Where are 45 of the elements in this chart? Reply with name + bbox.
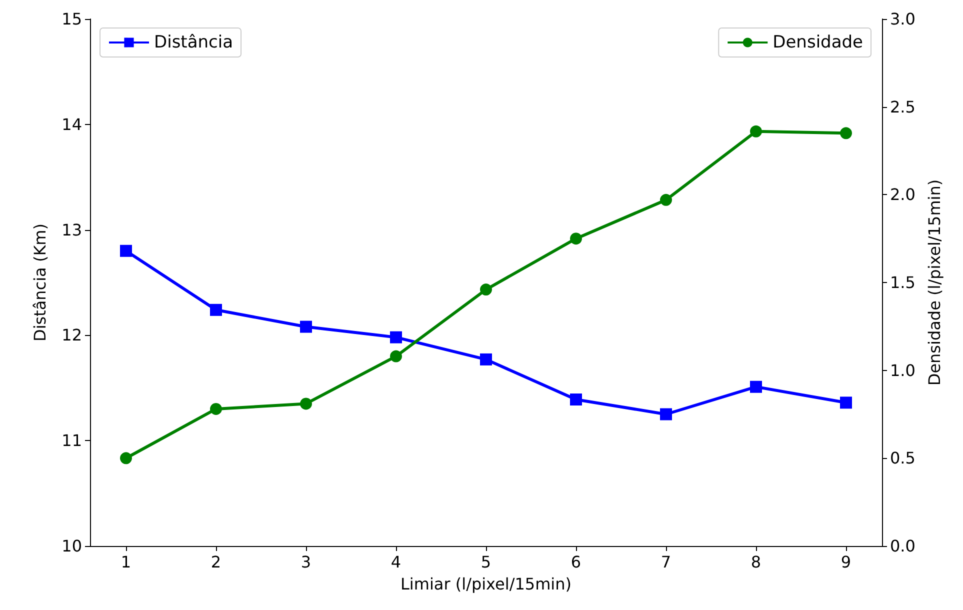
legend-label: Densidade <box>772 32 864 52</box>
point <box>390 350 402 362</box>
point <box>570 393 582 406</box>
y2-tick-label: 1.5 <box>890 273 916 292</box>
x-tick-label: 4 <box>390 552 402 572</box>
y2-tick-label: 0.5 <box>890 448 916 468</box>
point <box>660 194 672 206</box>
x-axis-title: Limiar (l/pixel/15min) <box>400 574 572 594</box>
point <box>840 396 852 409</box>
point <box>750 380 762 393</box>
point <box>840 127 852 140</box>
point <box>750 125 762 138</box>
point <box>210 304 222 316</box>
point <box>570 232 582 245</box>
y-axis-title: Distância (Km) <box>30 223 50 342</box>
point <box>300 398 312 410</box>
y-tick-label: 15 <box>62 10 82 28</box>
x-tick-label: 8 <box>750 552 762 572</box>
y2-tick-label: 0.0 <box>890 536 916 556</box>
point <box>120 244 132 257</box>
point <box>660 408 672 420</box>
y2-axis-title: Densidade (l/pixel/15min) <box>924 179 944 386</box>
x-tick-label: 9 <box>840 552 852 572</box>
y2-tick-label: 3.0 <box>890 10 916 28</box>
point <box>390 331 402 344</box>
x-tick-label: 2 <box>210 552 222 572</box>
x-tick-label: 7 <box>660 552 672 572</box>
y2-tick-label: 2.5 <box>890 97 916 116</box>
y-tick-label: 10 <box>62 536 82 556</box>
point <box>480 284 492 296</box>
point <box>210 402 222 415</box>
x-tick-label: 5 <box>480 552 492 572</box>
x-tick-label: 1 <box>120 552 132 572</box>
point <box>480 353 492 366</box>
y-tick-label: 14 <box>62 114 82 134</box>
y-tick-label: 11 <box>62 431 82 450</box>
point <box>300 320 312 333</box>
y-tick-label: 13 <box>62 220 82 240</box>
x-tick-label: 6 <box>570 552 582 572</box>
y-tick-label: 12 <box>62 326 82 345</box>
point <box>120 452 132 464</box>
y2-tick-label: 1.0 <box>890 360 916 380</box>
legend-label: Distância <box>154 32 234 52</box>
y2-tick-label: 2.0 <box>890 185 916 204</box>
x-tick-label: 3 <box>300 552 312 572</box>
